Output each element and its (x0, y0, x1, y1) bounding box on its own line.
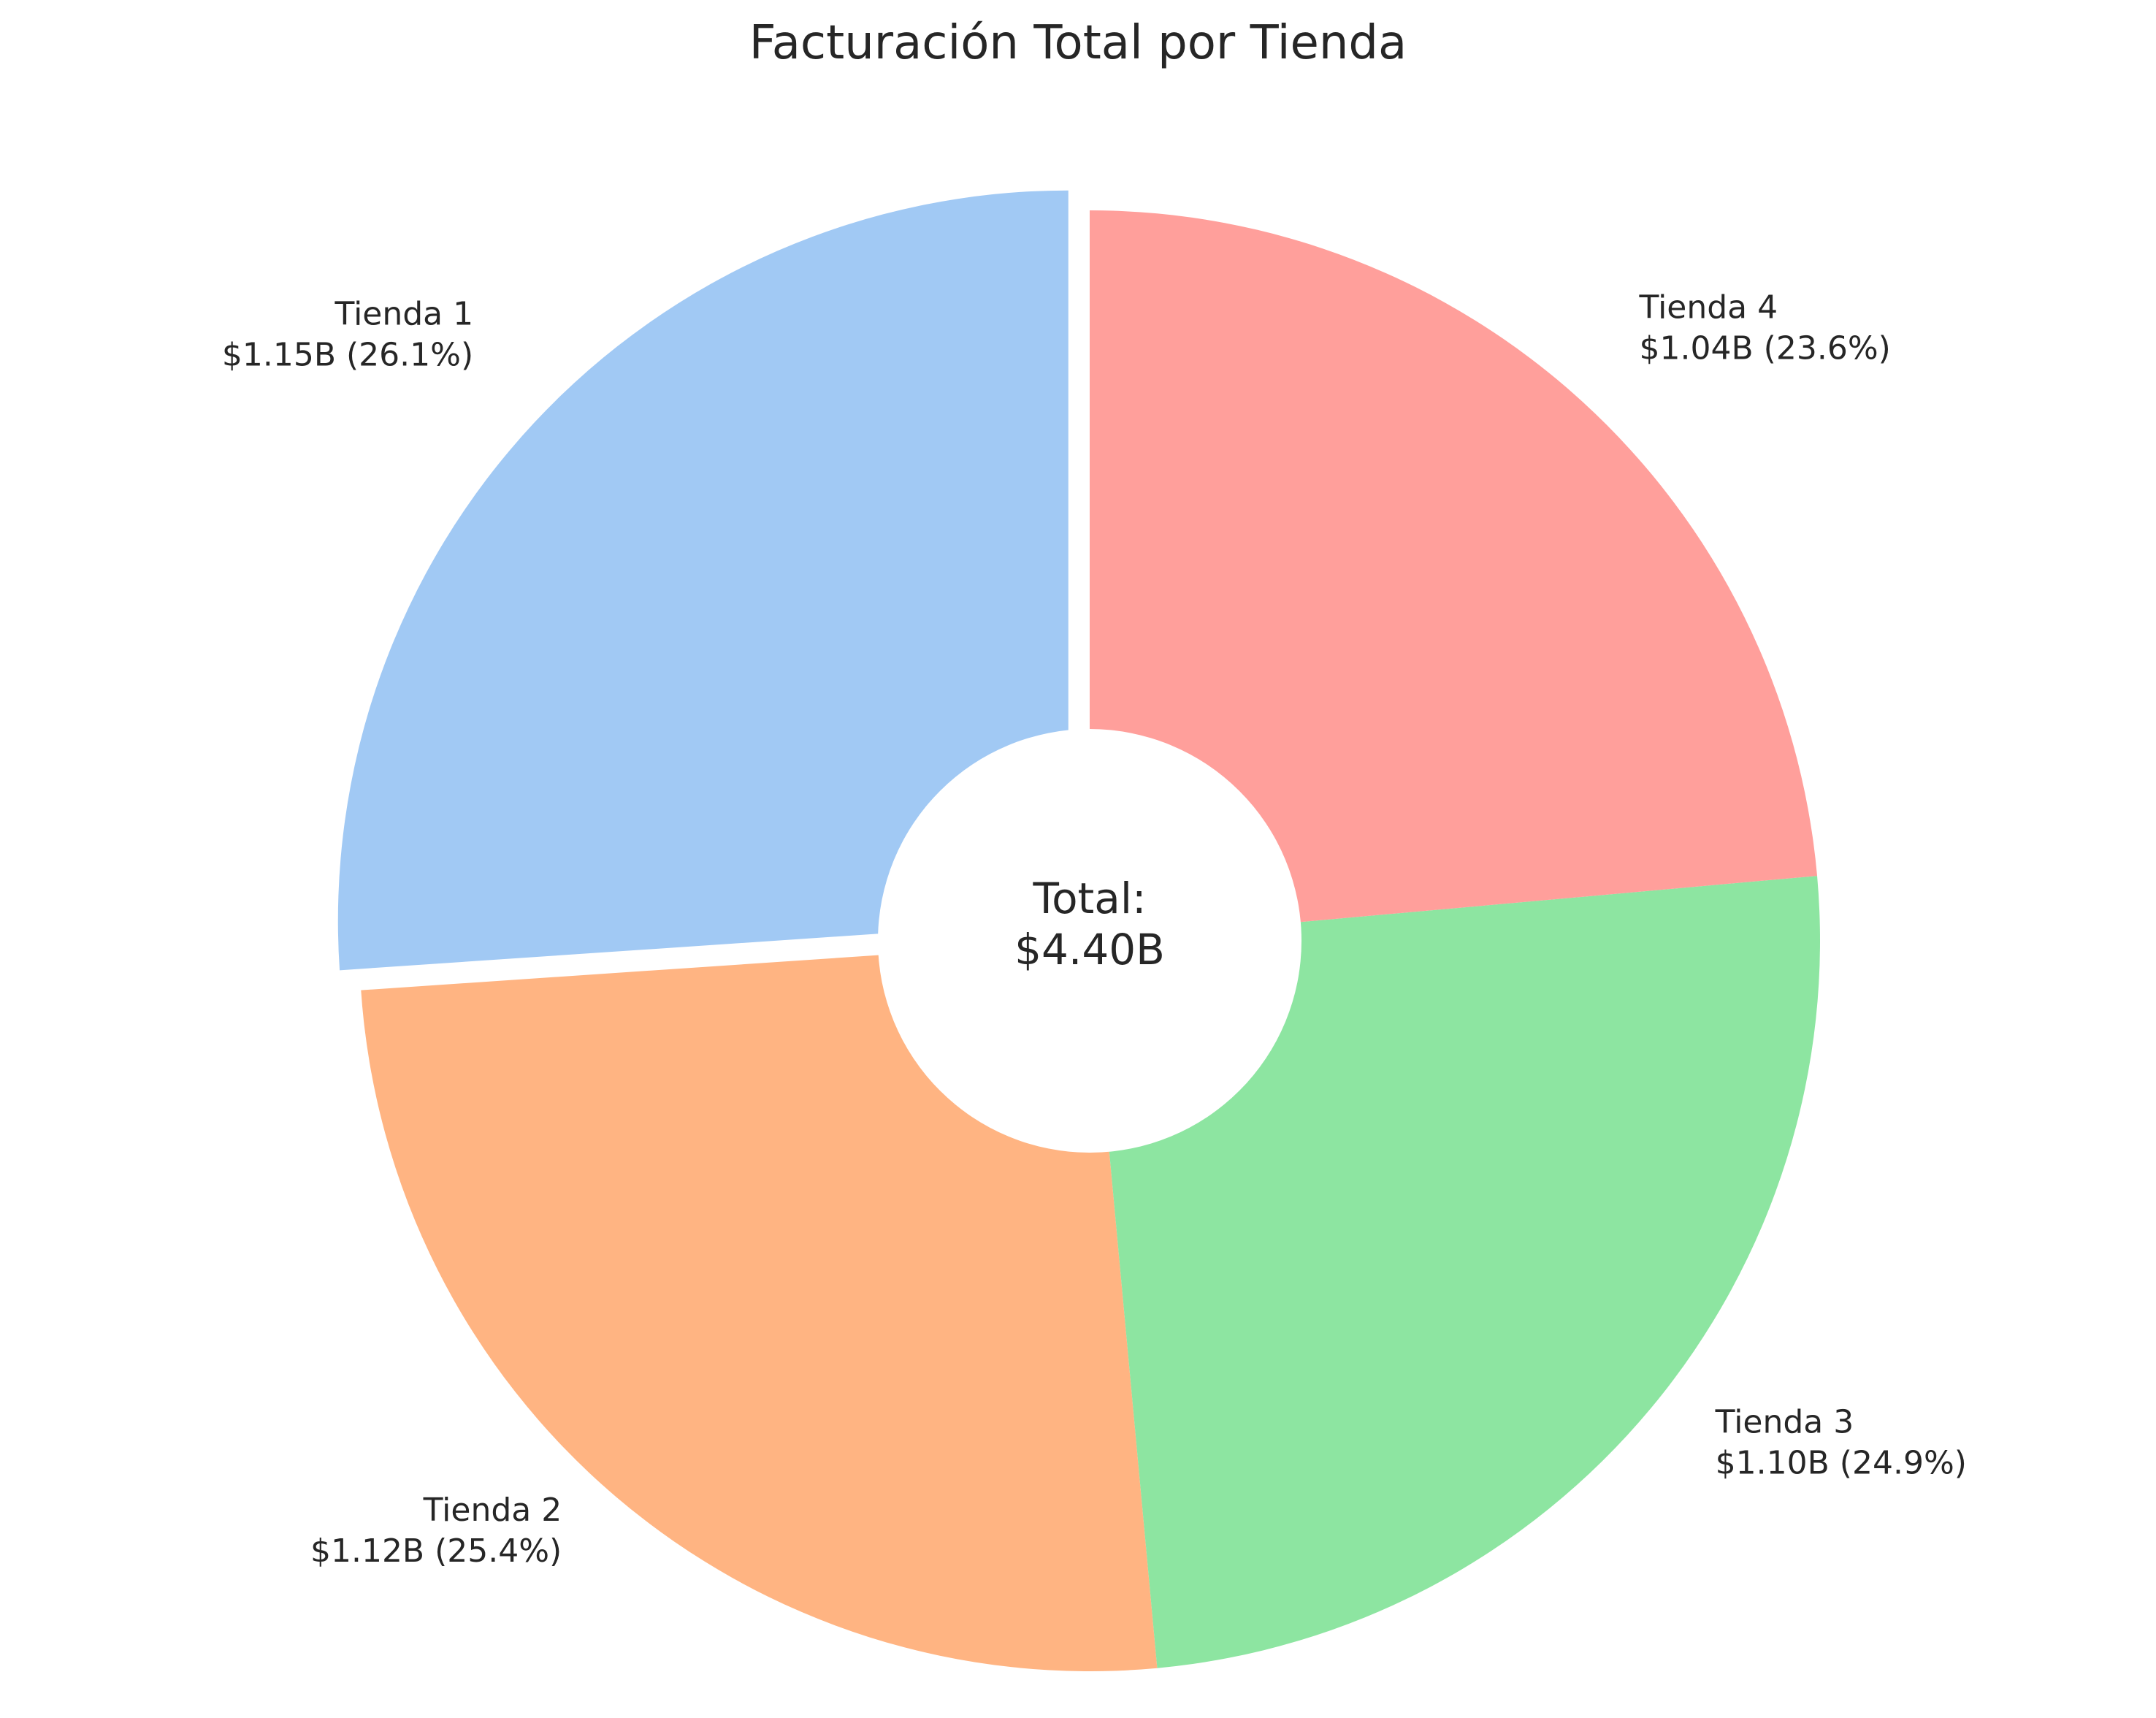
pie-slice-tienda-3 (1090, 876, 1820, 1668)
slice-label-name: Tienda 1 (335, 295, 474, 332)
center-total-value: $4.40B (1014, 925, 1165, 974)
slice-label-value: $1.04B (23.6%) (1640, 329, 1891, 367)
slice-label-tienda-2: Tienda 2 $1.12B (25.4%) (310, 1492, 562, 1570)
pie-slice-tienda-4 (1090, 210, 1818, 941)
slice-label-tienda-1: Tienda 1 $1.15B (26.1%) (222, 295, 473, 373)
slice-labels: Tienda 1 $1.15B (26.1%) Tienda 2 $1.12B (25… (222, 289, 1967, 1570)
slice-label-value: $1.10B (24.9%) (1716, 1445, 1967, 1482)
pie-slices (337, 190, 1820, 1671)
pie-slice-tienda-1 (337, 190, 1069, 971)
chart-title: Facturación Total por Tienda (749, 16, 1407, 70)
slice-label-name: Tienda 4 (1639, 289, 1778, 326)
slice-label-value: $1.15B (26.1%) (222, 336, 473, 373)
slice-label-name: Tienda 3 (1715, 1404, 1854, 1441)
slice-label-tienda-3: Tienda 3 $1.10B (24.9%) (1715, 1404, 1967, 1482)
slice-label-tienda-4: Tienda 4 $1.04B (23.6%) (1639, 289, 1891, 367)
donut-hole (878, 729, 1301, 1153)
center-total-label: Total: (1033, 874, 1147, 923)
slice-label-name: Tienda 2 (423, 1492, 562, 1529)
slice-label-value: $1.12B (25.4%) (310, 1532, 562, 1570)
pie-slice-tienda-2 (361, 941, 1158, 1671)
